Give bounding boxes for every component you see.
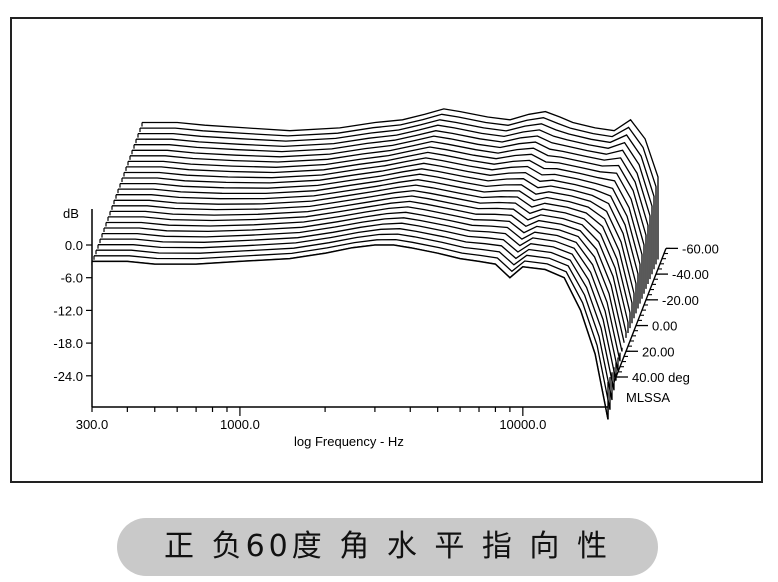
x-tick-label: 300.0 <box>76 417 109 432</box>
angle-tick-label: -20.00 <box>662 293 699 308</box>
angle-tick-label: 20.00 <box>642 344 675 359</box>
response-curve <box>118 173 635 319</box>
response-curve <box>116 179 633 324</box>
y-tick-label: -12.0 <box>53 303 83 318</box>
angle-tick-label: 0.00 <box>652 319 677 334</box>
response-curve <box>142 108 659 260</box>
response-curve <box>98 228 615 391</box>
response-curve <box>114 184 631 329</box>
response-curve <box>128 146 645 294</box>
y-tick-label: -6.0 <box>61 271 83 286</box>
response-curve <box>94 238 611 410</box>
angle-tick-label: -60.00 <box>682 241 719 256</box>
response-curve <box>110 195 627 338</box>
response-curve <box>104 211 621 362</box>
angle-tick-label: 40.00 deg <box>632 370 690 385</box>
response-curve <box>130 140 647 289</box>
caption-pill: 正 负60度 角 水 平 指 向 性 <box>117 518 658 576</box>
y-tick-label: -18.0 <box>53 336 83 351</box>
mlssa-label: MLSSA <box>626 390 670 405</box>
response-curve <box>138 119 655 270</box>
response-curve <box>122 162 639 309</box>
response-curve <box>120 168 637 314</box>
response-curve <box>112 189 629 333</box>
caption-title: 正 负60度 角 水 平 指 向 性 <box>164 529 611 564</box>
x-tick-label: 1000.0 <box>220 417 260 432</box>
waterfall-plot: dB log Frequency - Hz MLSSA 0.0 -6.0 -12.0… <box>53 108 719 453</box>
x-axis-label: log Frequency - Hz <box>294 434 404 449</box>
y-tick-label: -24.0 <box>53 369 83 384</box>
response-curve <box>126 151 643 299</box>
response-curve <box>134 130 651 280</box>
angle-tick-label: -40.00 <box>672 267 709 282</box>
response-curve <box>102 217 619 372</box>
front-face <box>92 245 608 420</box>
response-curve <box>106 206 623 352</box>
chart-frame: dB log Frequency - Hz MLSSA 0.0 -6.0 -12.0… <box>10 17 763 483</box>
x-tick-label: 10000.0 <box>499 417 546 432</box>
response-curve <box>100 222 617 381</box>
response-curve <box>136 124 653 275</box>
response-curve <box>132 135 649 284</box>
y-tick-label: 0.0 <box>65 238 83 253</box>
axes: dB log Frequency - Hz MLSSA 0.0 -6.0 -12.0… <box>53 206 719 449</box>
front-curve <box>92 244 609 420</box>
response-curve <box>140 113 657 265</box>
response-curve <box>124 157 641 304</box>
response-curve <box>108 200 625 343</box>
response-curves <box>91 108 659 453</box>
y-axis-label: dB <box>63 206 79 221</box>
response-curve <box>96 233 613 401</box>
